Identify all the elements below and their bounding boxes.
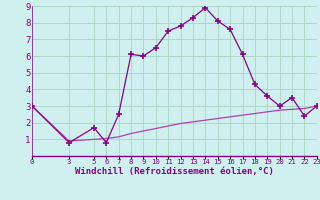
X-axis label: Windchill (Refroidissement éolien,°C): Windchill (Refroidissement éolien,°C) [75, 167, 274, 176]
